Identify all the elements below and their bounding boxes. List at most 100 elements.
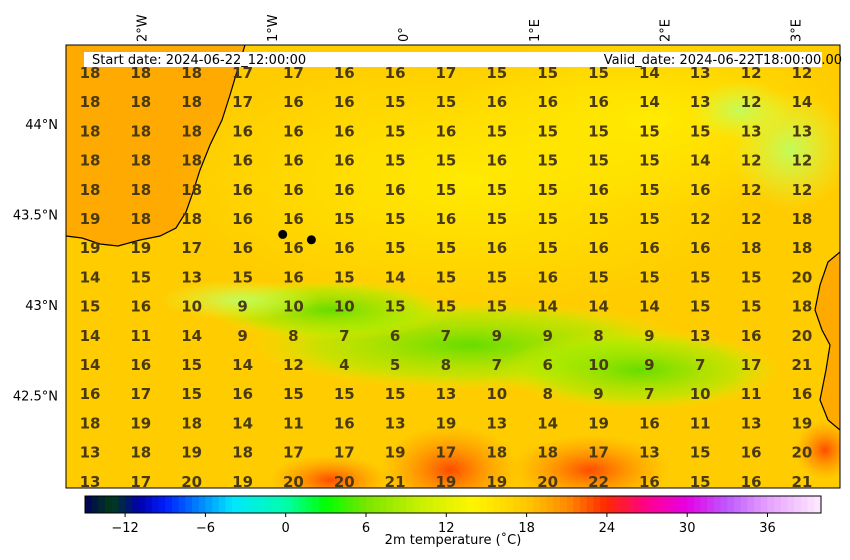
colorbar-segment [613, 496, 621, 513]
colorbar-segment [91, 496, 99, 513]
grid-value: 15 [486, 181, 507, 199]
colorbar-segment [493, 496, 501, 513]
grid-value: 15 [639, 152, 660, 170]
grid-value: 21 [791, 356, 812, 374]
colorbar-segment [600, 496, 608, 513]
colorbar-tick-label: 6 [362, 521, 370, 536]
grid-value: 16 [741, 473, 762, 491]
grid-value: 15 [741, 298, 762, 316]
grid-value: 17 [283, 444, 304, 462]
colorbar-segment [767, 496, 775, 513]
grid-value: 12 [791, 64, 812, 82]
colorbar-segment [680, 496, 688, 513]
grid-value: 15 [385, 152, 406, 170]
grid-value: 18 [537, 444, 558, 462]
grid-value: 15 [283, 385, 304, 403]
colorbar-segment [225, 496, 233, 513]
colorbar-segment [713, 496, 722, 513]
colorbar-segment [379, 496, 387, 513]
map-frame [65, 44, 841, 489]
grid-value: 15 [741, 268, 762, 286]
grid-values: 18 18 18 17 17 16 16 17 15 15 15 14 13 12 12 18 18 18 17 16… [80, 64, 813, 491]
grid-value: 13 [80, 473, 101, 491]
colorbar-segment [693, 496, 702, 513]
sea-region-east [815, 252, 840, 430]
grid-value: 16 [80, 385, 101, 403]
grid-value: 16 [232, 385, 253, 403]
grid-value: 10 [334, 298, 355, 316]
colorbar-segment [359, 496, 367, 513]
grid-value: 18 [181, 64, 202, 82]
grid-value: 14 [80, 268, 101, 286]
grid-value: 15 [486, 210, 507, 228]
grid-value: 15 [588, 64, 609, 82]
grid-value: 16 [283, 210, 304, 228]
colorbar-segment [171, 496, 180, 513]
colorbar-segment [707, 496, 715, 513]
colorbar-segment [466, 496, 474, 513]
lon-tick-label: 2°W [135, 14, 150, 42]
colorbar-segment [426, 496, 434, 513]
header-bar [84, 52, 822, 67]
grid-value: 17 [283, 64, 304, 82]
grid-value: 18 [130, 181, 151, 199]
grid-value: 15 [588, 268, 609, 286]
colorbar-segment [780, 496, 789, 513]
grid-value: 15 [537, 181, 558, 199]
grid-value: 12 [791, 152, 812, 170]
colorbar-segment [145, 496, 153, 513]
grid-value: 18 [181, 122, 202, 140]
grid-value: 15 [588, 210, 609, 228]
colorbar-segment [151, 496, 160, 513]
grid-value: 15 [385, 385, 406, 403]
grid-value: 15 [334, 210, 355, 228]
grid-value: 15 [435, 181, 456, 199]
grid-value: 16 [791, 385, 812, 403]
grid-value: 17 [588, 444, 609, 462]
grid-value: 15 [385, 122, 406, 140]
grid-value: 16 [639, 473, 660, 491]
grid-value: 19 [80, 210, 101, 228]
grid-value: 16 [486, 152, 507, 170]
colorbar-segment [553, 496, 561, 513]
grid-value: 15 [334, 385, 355, 403]
grid-value: 16 [537, 93, 558, 111]
grid-value: 15 [334, 268, 355, 286]
colorbar-segment [526, 496, 534, 513]
grid-value: 14 [639, 298, 660, 316]
grid-value: 12 [741, 64, 762, 82]
grid-value: 19 [130, 414, 151, 432]
grid-value: 16 [690, 239, 711, 257]
grid-value: 15 [486, 298, 507, 316]
grid-value: 13 [385, 414, 406, 432]
grid-value: 13 [741, 122, 762, 140]
grid-value: 9 [593, 385, 603, 403]
grid-value: 9 [644, 327, 654, 345]
grid-value: 13 [435, 385, 456, 403]
colorbar-segment [111, 496, 120, 513]
colorbar-tick-label: 36 [759, 521, 776, 536]
lon-tick-label: 2°E [659, 19, 674, 42]
colorbar-segment [660, 496, 668, 513]
grid-value: 10 [690, 385, 711, 403]
colorbar-segment [473, 496, 481, 513]
lon-tick-label: 3°E [789, 19, 804, 42]
grid-value: 14 [181, 327, 202, 345]
grid-value: 16 [486, 239, 507, 257]
colorbar-segment [787, 496, 795, 513]
grid-value: 16 [283, 239, 304, 257]
grid-value: 16 [334, 64, 355, 82]
grid-value: 16 [486, 93, 507, 111]
grid-value: 19 [435, 473, 456, 491]
colorbar-segment [238, 496, 247, 513]
coastline-west [66, 45, 246, 247]
grid-value: 15 [80, 298, 101, 316]
grid-value: 12 [690, 210, 711, 228]
grid-value: 15 [385, 239, 406, 257]
colorbar-segment [419, 496, 427, 513]
colorbar-segment [285, 496, 294, 513]
grid-value: 10 [486, 385, 507, 403]
grid-value: 16 [130, 356, 151, 374]
colorbar-segment [479, 496, 488, 513]
